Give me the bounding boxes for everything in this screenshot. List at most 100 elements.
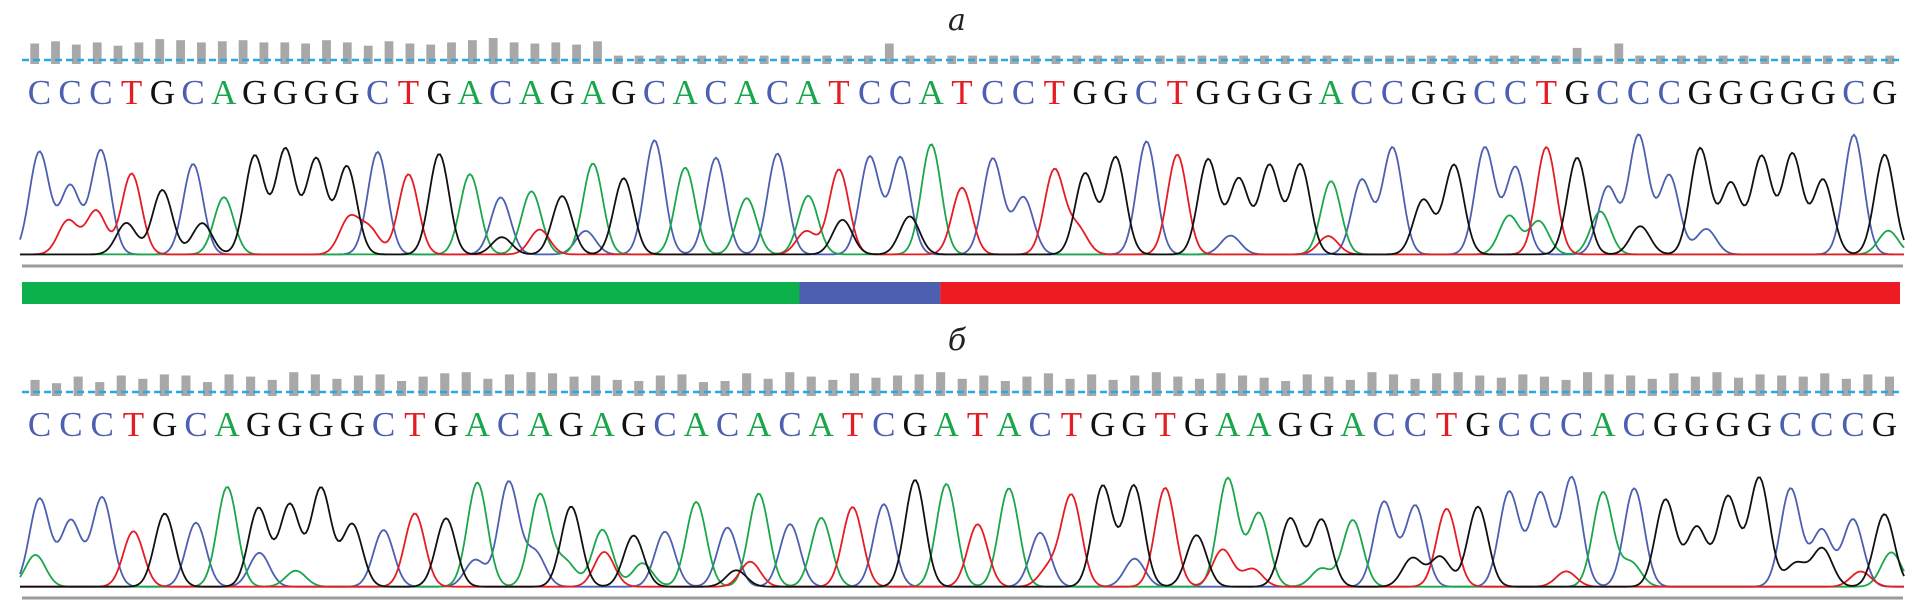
base-call: C [1658,73,1681,112]
quality-bar [95,382,105,396]
quality-bar [1718,55,1728,64]
base-call: C [1810,405,1833,444]
quality-bar [828,379,838,396]
base-call: G [1872,73,1897,112]
quality-bar [1410,378,1420,396]
base-call: C [1779,405,1802,444]
quality-bar [1345,379,1355,396]
quality-bar [1647,378,1657,396]
quality-bar [634,381,644,396]
base-call: A [996,405,1022,444]
base-call: T [828,73,849,112]
quality-bar [116,375,126,396]
quality-bar [1389,374,1399,396]
quality-bar [569,376,579,396]
quality-strip-segment [799,282,941,304]
base-call: A [1590,405,1616,444]
quality-bar [1453,372,1463,396]
quality-bar [509,42,519,64]
base-call: C [366,73,389,112]
quality-bar [1216,373,1226,396]
panel-b-quality-bars [30,372,1894,396]
quality-bar [718,55,727,64]
quality-bar [51,41,60,64]
base-call: C [1350,73,1373,112]
panel-a-label: а [948,3,966,38]
base-call: A [1318,73,1344,112]
quality-bar [849,373,859,396]
base-call: T [1155,405,1176,444]
base-call: G [550,73,575,112]
trace-G [20,146,1905,256]
base-call: A [215,405,241,444]
base-call: G [1257,73,1282,112]
base-call: G [1103,73,1128,112]
trace-A [20,143,1905,256]
base-call: T [951,73,972,112]
base-call: G [1195,73,1220,112]
quality-bar [1367,372,1377,396]
base-call: G [273,73,298,112]
base-call: G [1687,73,1712,112]
base-call: G [308,405,333,444]
quality-strip-segment [940,282,1900,304]
quality-bar [1777,375,1787,396]
quality-bar [697,55,707,64]
quality-bar [363,45,373,64]
base-call: T [398,73,419,112]
base-call: G [150,73,175,112]
base-call: A [809,405,835,444]
quality-bar [591,375,601,396]
base-call: C [91,405,114,444]
base-call: A [796,73,822,112]
base-call: C [1627,73,1650,112]
base-call: A [934,405,960,444]
base-call: C [28,73,51,112]
base-call: G [559,405,584,444]
quality-bar [52,383,62,396]
quality-bar [504,374,514,396]
base-call: C [766,73,789,112]
quality-bar [488,38,498,64]
quality-bar [483,378,493,396]
quality-bar [1281,381,1291,396]
quality-bar [405,43,415,64]
quality-bar [655,375,665,396]
quality-bar [246,376,256,396]
quality-bar [71,44,81,64]
quality-bar [280,42,290,64]
base-call: A [527,405,553,444]
quality-bar [979,375,989,396]
base-call: C [28,405,51,444]
quality-bar [1468,55,1478,64]
base-call: C [1372,405,1395,444]
quality-bar [1583,372,1593,396]
quality-bar [1302,374,1312,396]
base-call: C [372,405,395,444]
quality-bar [301,43,310,64]
base-call: A [673,73,699,112]
quality-bar [1072,55,1082,64]
base-call: G [304,73,329,112]
quality-bar [289,372,299,396]
quality-bar [914,374,924,396]
quality-bar [1518,374,1528,396]
quality-bar [864,55,873,64]
base-call: C [1504,73,1527,112]
base-call: C [181,73,204,112]
quality-bar [526,372,536,396]
base-call: G [1411,73,1436,112]
base-call: G [1715,405,1740,444]
quality-bar [447,42,456,64]
quality-bar [548,373,558,396]
quality-bar [1572,47,1582,64]
quality-bar [1114,55,1123,64]
base-call: G [340,405,365,444]
base-call: G [152,405,177,444]
base-call: C [1623,405,1646,444]
quality-bar [159,374,169,396]
quality-bar [1173,376,1183,396]
base-call: C [1529,405,1552,444]
quality-bar [806,376,816,396]
